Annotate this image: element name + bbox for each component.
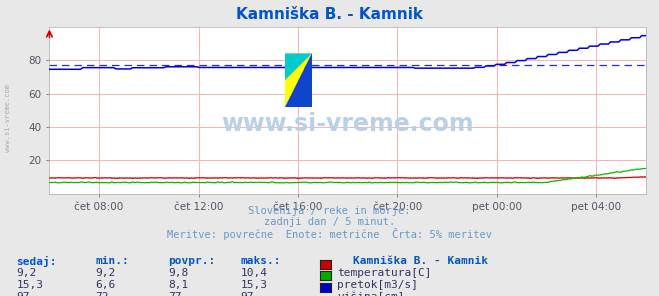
Text: 9,8: 9,8 (168, 268, 188, 279)
Text: višina[cm]: višina[cm] (337, 292, 405, 296)
Text: sedaj:: sedaj: (16, 256, 57, 267)
Text: temperatura[C]: temperatura[C] (337, 268, 432, 279)
Text: 6,6: 6,6 (96, 280, 116, 290)
Text: 97: 97 (16, 292, 30, 296)
Text: 8,1: 8,1 (168, 280, 188, 290)
Text: 9,2: 9,2 (96, 268, 116, 279)
Text: pretok[m3/s]: pretok[m3/s] (337, 280, 418, 290)
Text: 77: 77 (168, 292, 181, 296)
Text: 15,3: 15,3 (16, 280, 43, 290)
Text: povpr.:: povpr.: (168, 256, 215, 266)
Text: www.si-vreme.com: www.si-vreme.com (221, 112, 474, 136)
Text: 10,4: 10,4 (241, 268, 268, 279)
Polygon shape (285, 53, 312, 80)
Text: Kamniška B. - Kamnik: Kamniška B. - Kamnik (236, 7, 423, 22)
Text: 15,3: 15,3 (241, 280, 268, 290)
Text: min.:: min.: (96, 256, 129, 266)
Text: Slovenija / reke in morje.: Slovenija / reke in morje. (248, 206, 411, 216)
Text: 72: 72 (96, 292, 109, 296)
Text: 9,2: 9,2 (16, 268, 37, 279)
Polygon shape (285, 53, 312, 107)
Polygon shape (285, 53, 312, 107)
Text: 97: 97 (241, 292, 254, 296)
Text: zadnji dan / 5 minut.: zadnji dan / 5 minut. (264, 217, 395, 227)
Text: Kamniška B. - Kamnik: Kamniška B. - Kamnik (353, 256, 488, 266)
Text: maks.:: maks.: (241, 256, 281, 266)
Text: Meritve: povrečne  Enote: metrične  Črta: 5% meritev: Meritve: povrečne Enote: metrične Črta: … (167, 228, 492, 240)
Text: www.si-vreme.com: www.si-vreme.com (5, 84, 11, 152)
